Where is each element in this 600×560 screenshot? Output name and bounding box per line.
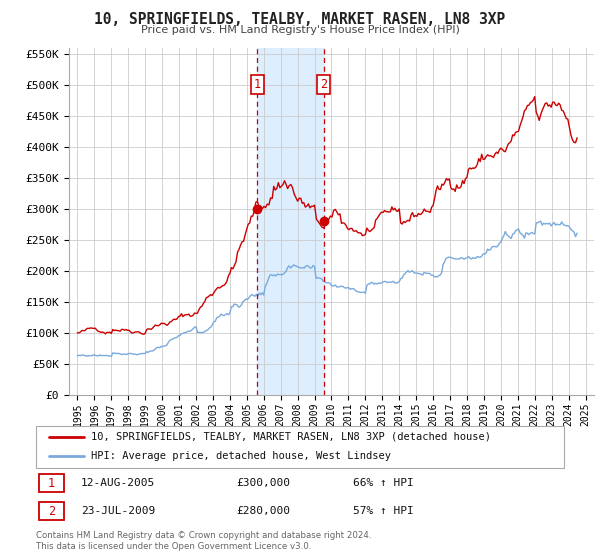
Text: Contains HM Land Registry data © Crown copyright and database right 2024.: Contains HM Land Registry data © Crown c… xyxy=(36,531,371,540)
Text: 10, SPRINGFIELDS, TEALBY, MARKET RASEN, LN8 3XP: 10, SPRINGFIELDS, TEALBY, MARKET RASEN, … xyxy=(94,12,506,27)
Bar xyxy=(38,502,64,520)
Text: £280,000: £280,000 xyxy=(236,506,290,516)
Text: 2: 2 xyxy=(48,505,55,518)
Bar xyxy=(257,48,324,395)
Text: 12-AUG-2005: 12-AUG-2005 xyxy=(81,478,155,488)
Text: This data is licensed under the Open Government Licence v3.0.: This data is licensed under the Open Gov… xyxy=(36,542,311,550)
Text: 57% ↑ HPI: 57% ↑ HPI xyxy=(353,506,413,516)
Text: £300,000: £300,000 xyxy=(236,478,290,488)
Text: 1: 1 xyxy=(254,77,261,91)
Text: 2: 2 xyxy=(320,77,328,91)
Text: Price paid vs. HM Land Registry's House Price Index (HPI): Price paid vs. HM Land Registry's House … xyxy=(140,25,460,35)
Text: 66% ↑ HPI: 66% ↑ HPI xyxy=(353,478,413,488)
Text: HPI: Average price, detached house, West Lindsey: HPI: Average price, detached house, West… xyxy=(91,451,391,461)
Text: 10, SPRINGFIELDS, TEALBY, MARKET RASEN, LN8 3XP (detached house): 10, SPRINGFIELDS, TEALBY, MARKET RASEN, … xyxy=(91,432,491,442)
Bar xyxy=(38,474,64,492)
Text: 1: 1 xyxy=(48,477,55,490)
Text: 23-JUL-2009: 23-JUL-2009 xyxy=(81,506,155,516)
